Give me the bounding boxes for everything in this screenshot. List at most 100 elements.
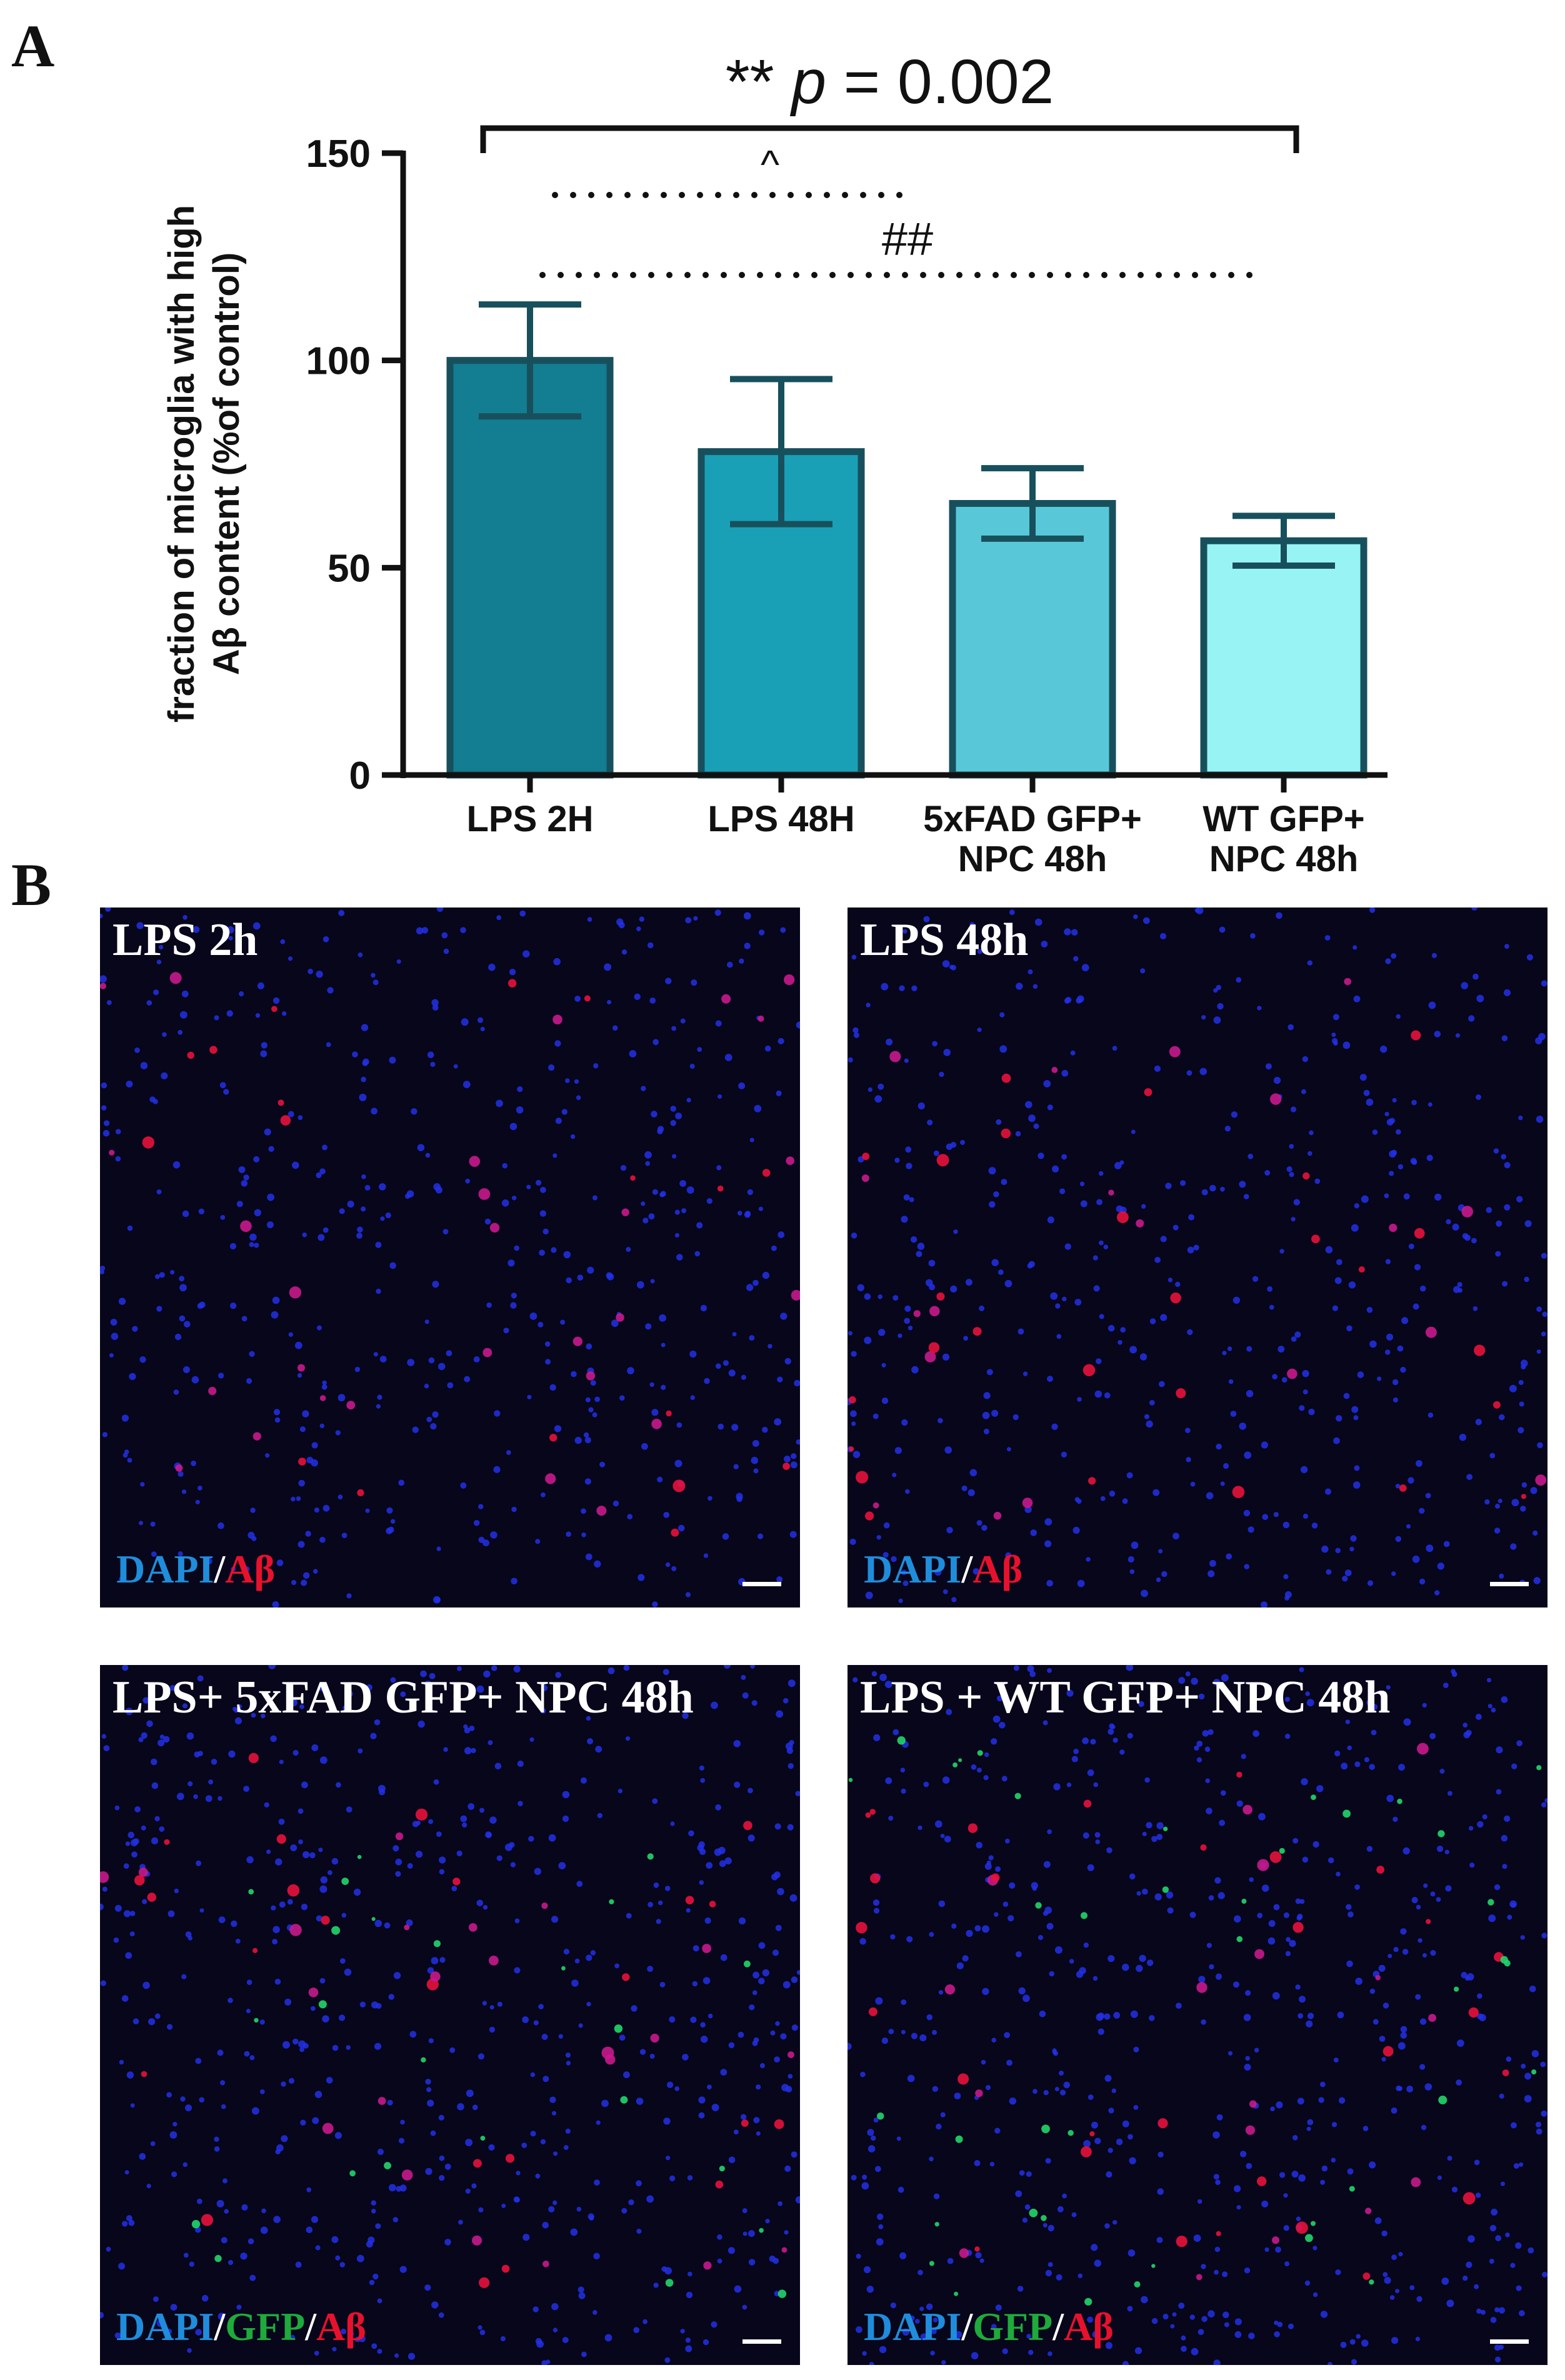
dapi-nucleus [563,1949,570,1955]
dapi-nucleus [425,1152,431,1158]
dapi-nucleus [578,2286,584,2293]
dapi-nucleus [322,1380,327,1386]
dapi-nucleus [251,1712,256,1718]
dapi-nucleus [438,2312,444,2318]
abeta-signal [1311,1234,1320,1244]
dapi-nucleus [1297,1913,1303,1920]
dapi-nucleus [314,2091,322,2098]
legend-segment: / [214,2304,226,2349]
dapi-nucleus [1415,2336,1420,2341]
dapi-nucleus [428,1357,435,1364]
dapi-nucleus [361,1024,369,1031]
dapi-nucleus [950,1142,957,1148]
dapi-nucleus [1361,2339,1369,2347]
dapi-nucleus [1112,1738,1118,1743]
dapi-nucleus [1491,1708,1496,1712]
x-tick-label: LPS 48H [708,799,854,839]
dapi-nucleus [1122,1498,1128,1504]
dapi-nucleus [757,1533,764,1539]
dapi-nucleus [738,1082,746,1089]
dapi-nucleus [1015,1131,1021,1137]
bar-chart: fraction of microglia with high Aβ conten… [161,47,1388,875]
dapi-nucleus [156,1189,162,1194]
dapi-nucleus [100,1903,104,1911]
dapi-nucleus [129,1911,136,1916]
dapi-nucleus [301,1781,308,1789]
dapi-nucleus [661,1342,666,1348]
dapi-nucleus [979,1305,985,1311]
dapi-nucleus [898,1333,902,1338]
significance-bracket [480,125,1299,153]
dapi-nucleus [1541,1802,1547,1808]
dapi-nucleus [1496,1220,1502,1227]
dapi-nucleus [580,1777,588,1784]
dapi-nucleus [1381,2230,1388,2237]
dapi-nucleus [953,1229,958,1234]
dapi-nucleus [1178,2302,1185,2309]
dapi-nucleus [122,1665,129,1671]
dapi-nucleus [418,1720,425,1728]
dapi-nucleus [339,1208,345,1214]
dapi-nucleus [614,1963,619,1969]
dapi-nucleus [1281,1377,1288,1383]
dapi-nucleus [1254,2048,1259,2053]
abeta-signal [1236,1771,1242,1778]
dapi-nucleus [389,1056,396,1064]
dapi-nucleus [796,1021,800,1029]
dapi-nucleus [1298,2174,1306,2182]
dapi-nucleus [1170,2324,1175,2329]
dapi-nucleus [1411,1159,1418,1165]
dapi-nucleus [641,1201,646,1206]
dapi-nucleus [264,1802,269,1808]
abeta-signal [489,1222,500,1232]
dapi-nucleus [1455,1033,1461,1038]
abeta-signal [743,1821,752,1831]
gfp-signal [1342,1809,1351,1818]
dapi-nucleus [538,1321,544,1328]
dapi-nucleus [346,1593,352,1599]
abeta-signal [469,1156,481,1167]
dapi-nucleus [662,1669,669,1676]
dapi-nucleus [496,1855,502,1861]
dapi-nucleus [376,1288,381,1294]
dapi-nucleus [101,1105,107,1111]
dapi-nucleus [1154,1065,1161,1072]
dapi-nucleus [1542,1311,1548,1318]
dapi-nucleus [1046,1579,1053,1587]
dapi-nucleus [1154,1257,1161,1263]
dapi-nucleus [1136,1891,1141,1896]
dapi-nucleus [1308,1151,1312,1156]
dapi-nucleus [139,1521,143,1526]
dapi-nucleus [657,1476,663,1482]
dapi-nucleus [1034,918,1042,926]
dapi-nucleus [1113,2012,1121,2019]
abeta-signal [856,1922,868,1934]
dapi-nucleus [714,909,721,916]
dapi-nucleus [1499,1573,1504,1579]
dapi-nucleus [944,1446,952,1454]
dapi-nucleus [1196,1757,1202,1762]
dapi-nucleus [528,1836,534,1842]
dapi-nucleus [1434,1590,1440,1596]
dapi-nucleus [1518,1427,1524,1434]
svg-text:fraction of microglia with hig: fraction of microglia with high Aβ conten… [161,205,247,722]
dapi-nucleus [923,1781,929,1788]
abeta-signal [276,1834,286,1844]
abeta-signal [584,995,591,1002]
dapi-nucleus [651,1409,659,1416]
dapi-nucleus [555,1672,562,1678]
dapi-nucleus [693,916,698,921]
abeta-signal [601,2046,614,2059]
dapi-nucleus [1027,1665,1034,1672]
dapi-nucleus [302,1572,310,1579]
dapi-nucleus [406,1190,414,1198]
abeta-signal [278,1099,284,1106]
dapi-nucleus [890,1934,896,1940]
dapi-nucleus [155,1274,160,1279]
dapi-nucleus [1264,2247,1269,2252]
dapi-nucleus [689,1064,695,1069]
dapi-nucleus [1149,1318,1156,1324]
dapi-nucleus [1428,1102,1432,1107]
dapi-nucleus [1426,1544,1434,1552]
dapi-nucleus [1320,2311,1328,2318]
